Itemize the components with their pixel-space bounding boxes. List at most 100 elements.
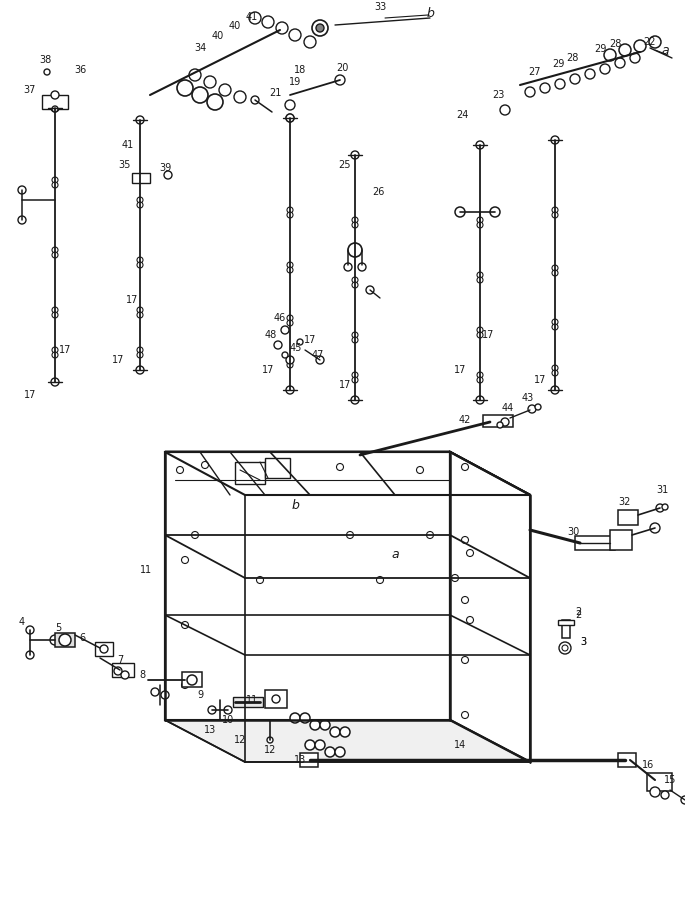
Text: 39: 39 xyxy=(159,163,171,173)
Circle shape xyxy=(164,171,172,179)
Text: 48: 48 xyxy=(265,330,277,340)
Circle shape xyxy=(287,267,293,273)
Circle shape xyxy=(177,466,184,474)
Circle shape xyxy=(552,270,558,276)
Circle shape xyxy=(552,207,558,213)
Text: 17: 17 xyxy=(453,365,466,375)
Text: 1: 1 xyxy=(145,565,151,575)
Circle shape xyxy=(352,222,358,228)
Circle shape xyxy=(18,216,26,224)
Circle shape xyxy=(451,574,458,581)
Circle shape xyxy=(497,422,503,428)
Circle shape xyxy=(462,657,469,664)
Circle shape xyxy=(51,378,59,386)
Circle shape xyxy=(26,626,34,634)
Circle shape xyxy=(559,642,571,654)
Circle shape xyxy=(477,372,483,378)
Circle shape xyxy=(137,352,143,358)
Circle shape xyxy=(187,675,197,685)
Circle shape xyxy=(501,418,509,426)
Bar xyxy=(575,536,615,550)
Text: 40: 40 xyxy=(212,31,224,41)
Circle shape xyxy=(51,104,59,112)
Circle shape xyxy=(182,622,188,629)
Bar xyxy=(112,663,134,677)
Text: 17: 17 xyxy=(534,375,546,385)
Circle shape xyxy=(161,691,169,699)
Text: 29: 29 xyxy=(552,59,564,69)
Text: 3: 3 xyxy=(580,637,586,647)
Circle shape xyxy=(466,550,473,556)
Circle shape xyxy=(661,791,669,799)
Circle shape xyxy=(462,597,469,604)
Circle shape xyxy=(358,263,366,271)
Text: 43: 43 xyxy=(522,393,534,403)
Text: 1: 1 xyxy=(140,565,146,575)
Text: 17: 17 xyxy=(262,365,274,375)
Circle shape xyxy=(151,688,159,696)
Text: 15: 15 xyxy=(664,775,676,785)
Text: 11: 11 xyxy=(246,695,258,705)
Circle shape xyxy=(287,320,293,326)
Text: 17: 17 xyxy=(59,345,71,355)
Circle shape xyxy=(18,186,26,194)
Text: 20: 20 xyxy=(336,63,348,73)
Circle shape xyxy=(570,74,580,84)
Circle shape xyxy=(287,362,293,368)
Text: 47: 47 xyxy=(312,350,324,360)
Text: 17: 17 xyxy=(112,355,124,365)
Circle shape xyxy=(287,357,293,363)
Text: 10: 10 xyxy=(222,715,234,725)
Text: 38: 38 xyxy=(39,55,51,65)
Circle shape xyxy=(52,106,58,112)
Circle shape xyxy=(267,737,273,743)
Text: 3: 3 xyxy=(580,637,586,647)
Text: 29: 29 xyxy=(594,44,606,54)
Polygon shape xyxy=(165,452,530,495)
Circle shape xyxy=(555,79,565,89)
Bar xyxy=(235,462,265,484)
Bar xyxy=(265,690,287,708)
Text: 30: 30 xyxy=(567,527,579,537)
Text: 22: 22 xyxy=(644,37,656,47)
Circle shape xyxy=(352,337,358,343)
Circle shape xyxy=(208,706,216,714)
Circle shape xyxy=(681,796,685,804)
Circle shape xyxy=(52,352,58,358)
Text: 5: 5 xyxy=(55,623,61,633)
Circle shape xyxy=(286,114,294,122)
Text: 31: 31 xyxy=(656,485,668,495)
Polygon shape xyxy=(450,452,530,762)
Circle shape xyxy=(182,682,188,689)
Circle shape xyxy=(281,326,289,334)
Circle shape xyxy=(26,651,34,659)
Circle shape xyxy=(256,577,264,584)
Circle shape xyxy=(352,277,358,283)
Text: 17: 17 xyxy=(304,335,316,345)
Circle shape xyxy=(525,87,535,97)
Text: 8: 8 xyxy=(139,670,145,680)
Text: 24: 24 xyxy=(456,110,468,120)
Circle shape xyxy=(310,720,320,730)
Circle shape xyxy=(551,136,559,144)
Text: 19: 19 xyxy=(289,77,301,87)
Circle shape xyxy=(352,282,358,288)
Circle shape xyxy=(290,713,300,723)
Circle shape xyxy=(366,286,374,294)
Text: 12: 12 xyxy=(234,735,246,745)
Circle shape xyxy=(204,76,216,88)
Circle shape xyxy=(562,645,568,651)
Circle shape xyxy=(352,332,358,338)
Circle shape xyxy=(136,116,144,124)
Circle shape xyxy=(455,207,465,217)
Circle shape xyxy=(340,727,350,737)
Polygon shape xyxy=(165,720,530,762)
Circle shape xyxy=(52,347,58,353)
Circle shape xyxy=(656,504,664,512)
Text: 14: 14 xyxy=(454,740,466,750)
Circle shape xyxy=(535,404,541,410)
Text: 18: 18 xyxy=(294,65,306,75)
Circle shape xyxy=(189,69,201,81)
Text: 17: 17 xyxy=(482,330,494,340)
Circle shape xyxy=(276,22,288,34)
